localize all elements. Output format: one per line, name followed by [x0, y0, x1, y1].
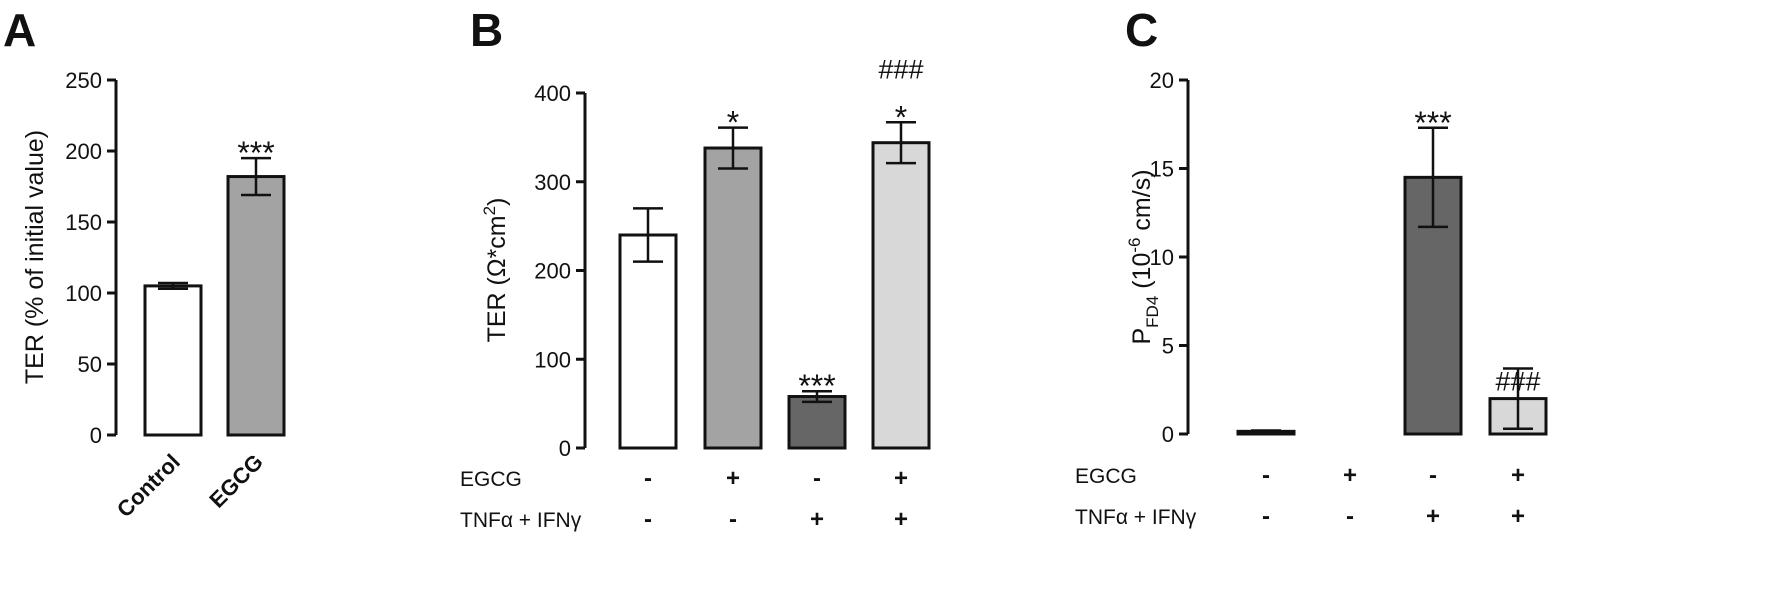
- condition-sign: +: [894, 465, 908, 492]
- condition-sign: -: [1262, 503, 1270, 530]
- condition-sign: -: [644, 465, 652, 492]
- condition-sign: +: [810, 506, 824, 533]
- y-tick-label: 400: [534, 81, 571, 106]
- condition-sign: -: [644, 506, 652, 533]
- hash-significance-label: ###: [1495, 367, 1540, 397]
- condition-sign: -: [1429, 462, 1437, 489]
- y-tick-label: 10: [1150, 245, 1174, 270]
- hash-significance-label: ###: [878, 54, 923, 84]
- panel-b-condition-label: EGCG: [460, 468, 522, 491]
- y-tick-label: 5: [1162, 334, 1174, 359]
- bar: [226, 175, 286, 437]
- y-tick-label: 100: [534, 347, 571, 372]
- y-tick-label: 0: [559, 436, 571, 461]
- condition-sign: -: [1262, 462, 1270, 489]
- y-tick-label: 20: [1150, 68, 1174, 93]
- significance-label: *: [895, 99, 907, 135]
- condition-sign: +: [1511, 462, 1525, 489]
- condition-sign: -: [813, 465, 821, 492]
- y-tick-label: 200: [65, 139, 102, 164]
- panel-b-y-axis-label: TER (Ω*cm2): [480, 198, 511, 343]
- y-tick-label: 15: [1150, 157, 1174, 182]
- y-tick-label: 50: [78, 352, 102, 377]
- condition-sign: +: [726, 465, 740, 492]
- condition-sign: -: [729, 506, 737, 533]
- condition-sign: -: [1346, 503, 1354, 530]
- panel-a: A TER (% of initial value) 0 50 100 150 200 2…: [3, 4, 286, 522]
- y-tick-label: 150: [65, 210, 102, 235]
- condition-sign: +: [894, 506, 908, 533]
- panel-a-letter: A: [3, 4, 36, 56]
- significance-label: *: [727, 105, 739, 141]
- significance-label: ***: [798, 368, 835, 404]
- panel-a-category-label: Control: [112, 449, 185, 522]
- condition-sign: +: [1511, 503, 1525, 530]
- panel-c-condition-label: EGCG: [1075, 465, 1137, 488]
- y-tick-label: 0: [90, 423, 102, 448]
- panel-c: C PFD4 (10-6 cm/s) 0 5 10 15 20 *** ### - + - + - - +…: [1075, 4, 1548, 530]
- panel-c-condition-label: TNFα + IFNγ: [1075, 506, 1197, 529]
- bar: [618, 233, 678, 450]
- panel-a-y-axis-label: TER (% of initial value): [21, 130, 49, 384]
- bar: [703, 146, 763, 450]
- y-tick-label: 300: [534, 170, 571, 195]
- panel-a-plot-area: 0 50 100 150 200 250 ***: [65, 68, 286, 448]
- panel-c-letter: C: [1125, 4, 1158, 56]
- y-tick-label: 200: [534, 259, 571, 284]
- y-tick-label: 250: [65, 68, 102, 93]
- condition-sign: +: [1343, 462, 1357, 489]
- panel-c-y-axis-label: PFD4 (10-6 cm/s): [1125, 169, 1162, 344]
- panel-a-category-label: EGCG: [204, 449, 267, 512]
- bar: [787, 395, 847, 450]
- bar: [143, 284, 203, 437]
- panel-c-plot-area: 0 5 10 15 20 *** ### - + - + - - + +: [1150, 68, 1548, 530]
- y-tick-label: 100: [65, 281, 102, 306]
- condition-sign: +: [1426, 503, 1440, 530]
- significance-label: ***: [237, 135, 274, 171]
- bar: [871, 141, 931, 450]
- panel-b-letter: B: [470, 4, 503, 56]
- y-tick-label: 0: [1162, 422, 1174, 447]
- significance-label: ***: [1414, 105, 1451, 141]
- panel-b-condition-label: TNFα + IFNγ: [460, 509, 582, 532]
